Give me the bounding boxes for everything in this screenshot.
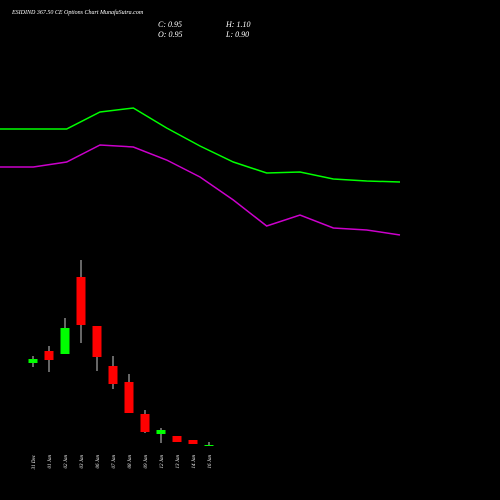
candle-body [204,445,214,446]
x-tick-label: 06 Jan [96,455,101,469]
x-tick-label: 12 Jan [160,455,165,469]
x-tick-label: 03 Jan [80,455,85,469]
line [0,144,401,236]
candle-body [28,359,38,363]
x-tick-label: 13 Jan [176,455,181,469]
candle-body [44,351,54,360]
candle-body [140,414,150,432]
x-tick-label: 16 Jan [208,455,213,469]
info: H: 1.10 [225,20,250,29]
candle-body [60,328,70,354]
info: L: 0.90 [225,30,249,39]
candle-body [172,436,182,442]
x-tick-label: 02 Jan [64,455,69,469]
x-tick-label: 31 Dec [32,454,37,469]
candle-body [92,326,102,357]
x-tick-label: 14 Jan [192,455,197,469]
candle-body [108,366,118,384]
x-tick-label: 08 Jan [128,455,133,469]
candle-body [124,382,134,413]
candle-body [156,430,166,434]
x-tick-label: 09 Jan [144,455,149,469]
x-tick-label: 07 Jan [112,455,117,469]
line [0,107,401,183]
info: O: 0.95 [158,30,182,39]
x-tick-label: 01 Jan [48,455,53,469]
candle-body [188,440,198,444]
candle-body [76,277,86,325]
info: C: 0.95 [158,20,182,29]
chart-title: ESIDIND 367.50 CE Options Chart MunafaSu… [11,9,144,16]
